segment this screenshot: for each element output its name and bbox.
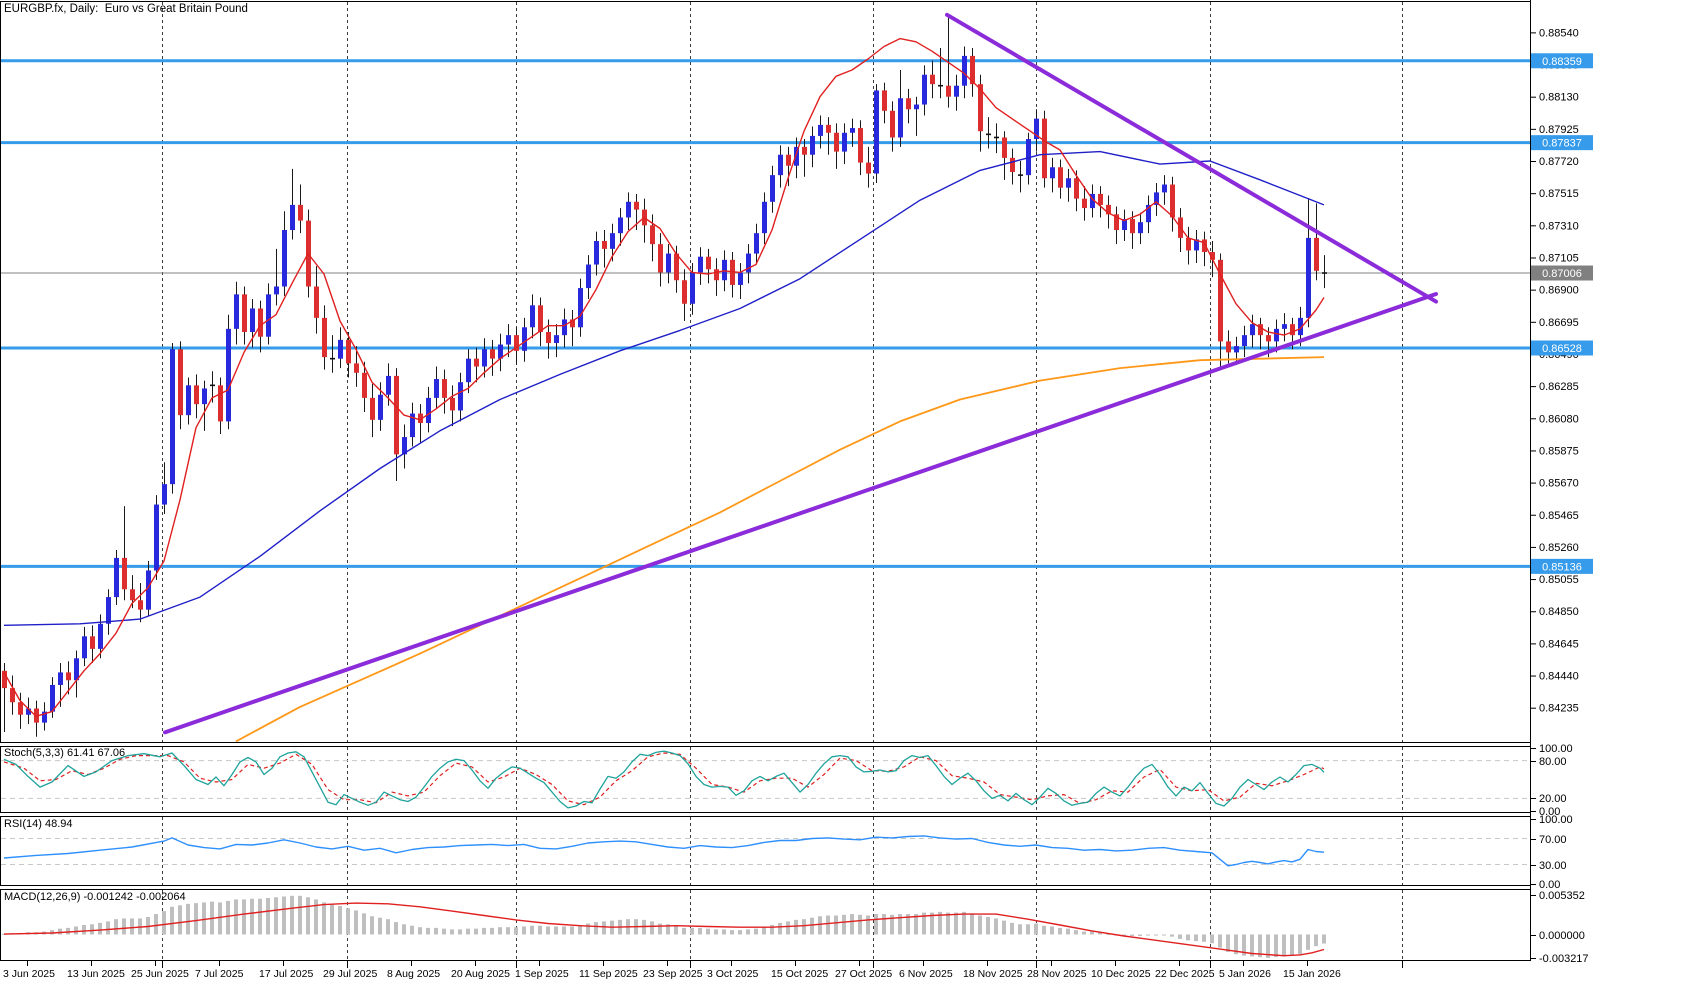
- svg-text:80.00: 80.00: [1539, 756, 1567, 768]
- svg-text:0.86695: 0.86695: [1539, 317, 1579, 329]
- main-price-panel: [1, 12, 1530, 743]
- svg-text:3 Oct 2025: 3 Oct 2025: [707, 968, 759, 980]
- svg-text:0.87515: 0.87515: [1539, 188, 1579, 200]
- date-axis: 3 Jun 2025 13 Jun 2025 25 Jun 2025 7 Jul 20…: [3, 961, 1403, 980]
- svg-text:8 Aug 2025: 8 Aug 2025: [387, 968, 440, 980]
- svg-text:0.84440: 0.84440: [1539, 671, 1579, 683]
- svg-text:6 Nov 2025: 6 Nov 2025: [899, 968, 953, 980]
- svg-text:30.00: 30.00: [1539, 860, 1567, 872]
- rsi-series: [3, 835, 1325, 867]
- svg-text:0.00: 0.00: [1539, 879, 1560, 891]
- svg-text:0.85465: 0.85465: [1539, 510, 1579, 522]
- svg-text:15 Jan 2026: 15 Jan 2026: [1283, 968, 1341, 980]
- trendline-objects[interactable]: [163, 12, 1438, 735]
- svg-text:0.85055: 0.85055: [1539, 574, 1579, 586]
- indicator-level-lines: [1, 760, 1530, 799]
- svg-text:0.85875: 0.85875: [1539, 445, 1579, 457]
- stoch-indicator-label: Stoch(5,3,3) 61.41 67.06: [4, 747, 126, 759]
- svg-text:100.00: 100.00: [1539, 743, 1573, 755]
- price-level-badge: 0.86528: [1531, 340, 1593, 356]
- svg-text:0.88540: 0.88540: [1539, 27, 1579, 39]
- ma-slow-blue-line: [3, 150, 1325, 626]
- svg-text:0.00: 0.00: [1539, 806, 1560, 818]
- svg-text:0.000000: 0.000000: [1539, 930, 1585, 942]
- svg-text:0.84645: 0.84645: [1539, 638, 1579, 650]
- macd-axis: 0.005352 0.000000 -0.003217: [1530, 890, 1589, 965]
- ma-long-orange-line: [235, 356, 1325, 743]
- svg-text:3 Jun 2025: 3 Jun 2025: [3, 968, 55, 980]
- svg-text:0.85136: 0.85136: [1542, 561, 1582, 573]
- svg-text:17 Jul 2025: 17 Jul 2025: [259, 968, 313, 980]
- svg-text:0.87006: 0.87006: [1542, 268, 1582, 280]
- svg-text:0.85670: 0.85670: [1539, 478, 1579, 490]
- svg-text:10 Dec 2025: 10 Dec 2025: [1091, 968, 1151, 980]
- svg-text:22 Dec 2025: 22 Dec 2025: [1155, 968, 1215, 980]
- stochastic-series: [3, 750, 1325, 809]
- svg-text:0.87310: 0.87310: [1539, 220, 1579, 232]
- svg-text:5 Jan 2026: 5 Jan 2026: [1219, 968, 1271, 980]
- svg-text:7 Jul 2025: 7 Jul 2025: [195, 968, 244, 980]
- rsi-indicator-label: RSI(14) 48.94: [4, 818, 73, 830]
- svg-text:20 Aug 2025: 20 Aug 2025: [451, 968, 510, 980]
- svg-text:0.88130: 0.88130: [1539, 92, 1579, 104]
- svg-text:0.005352: 0.005352: [1539, 890, 1585, 902]
- svg-text:0.86900: 0.86900: [1539, 285, 1579, 297]
- svg-text:70.00: 70.00: [1539, 834, 1567, 846]
- svg-text:18 Nov 2025: 18 Nov 2025: [963, 968, 1023, 980]
- macd-indicator-label: MACD(12,26,9) -0.001242 -0.002064: [4, 891, 186, 903]
- price-level-badge: 0.88359: [1531, 53, 1593, 69]
- chart-title: EURGBP.fx, Daily: Euro vs Great Britain …: [4, 3, 248, 15]
- svg-text:0.86285: 0.86285: [1539, 381, 1579, 393]
- indicator-level-lines: [1, 838, 1530, 865]
- svg-text:0.87837: 0.87837: [1542, 138, 1582, 150]
- svg-text:13 Jun 2025: 13 Jun 2025: [67, 968, 125, 980]
- panel-borders: [0, 0, 1531, 961]
- svg-text:0.88359: 0.88359: [1542, 56, 1582, 68]
- macd-series: [2, 895, 1326, 958]
- price-level-badge: 0.87837: [1531, 135, 1593, 151]
- svg-text:28 Nov 2025: 28 Nov 2025: [1027, 968, 1087, 980]
- svg-text:0.84235: 0.84235: [1539, 703, 1579, 715]
- price-level-badge: 0.85136: [1531, 558, 1593, 574]
- svg-text:0.87925: 0.87925: [1539, 124, 1579, 136]
- svg-text:0.85260: 0.85260: [1539, 542, 1579, 554]
- current-price-badge: 0.87006: [1531, 265, 1593, 281]
- svg-text:15 Oct 2025: 15 Oct 2025: [771, 968, 828, 980]
- svg-text:25 Jun 2025: 25 Jun 2025: [131, 968, 189, 980]
- svg-text:100.00: 100.00: [1539, 814, 1573, 826]
- svg-text:20.00: 20.00: [1539, 793, 1567, 805]
- svg-text:0.86080: 0.86080: [1539, 413, 1579, 425]
- svg-text:29 Jul 2025: 29 Jul 2025: [323, 968, 377, 980]
- svg-text:0.86528: 0.86528: [1542, 343, 1582, 355]
- rsi-axis: 100.00 70.00 30.00 0.00: [1530, 814, 1573, 891]
- svg-text:1 Sep 2025: 1 Sep 2025: [515, 968, 569, 980]
- svg-text:0.87720: 0.87720: [1539, 156, 1579, 168]
- svg-text:11 Sep 2025: 11 Sep 2025: [579, 968, 638, 980]
- ma-fast-red-line: [3, 37, 1325, 717]
- svg-text:-0.003217: -0.003217: [1539, 953, 1589, 965]
- svg-text:0.87105: 0.87105: [1539, 252, 1579, 264]
- svg-text:27 Oct 2025: 27 Oct 2025: [835, 968, 892, 980]
- svg-text:23 Sep 2025: 23 Sep 2025: [643, 968, 703, 980]
- svg-text:0.84850: 0.84850: [1539, 606, 1579, 618]
